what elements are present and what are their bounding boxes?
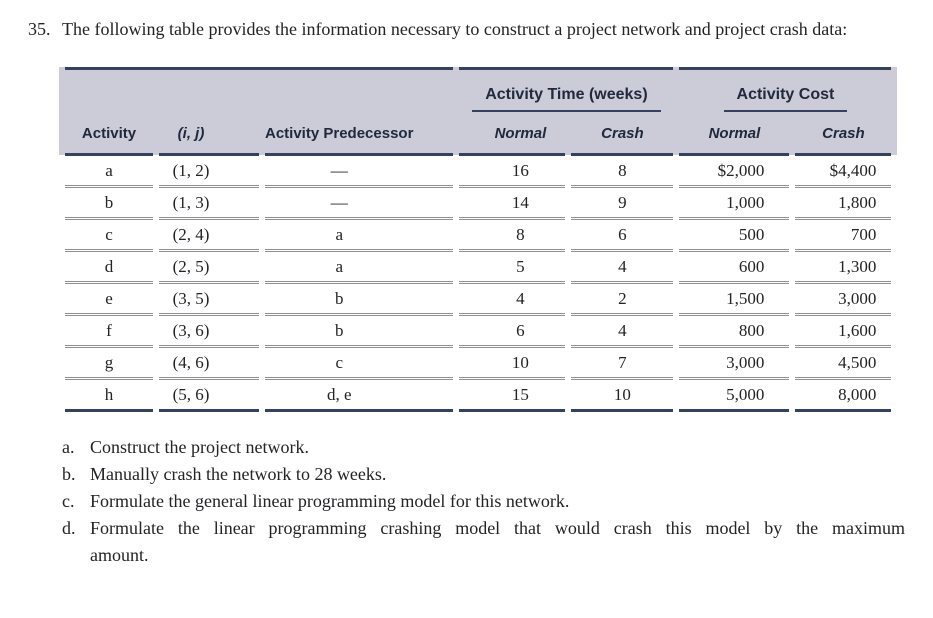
cell-cost-crash: 3,000 bbox=[795, 284, 892, 316]
cell-cost-normal: 600 bbox=[679, 252, 790, 284]
table-row: f (3, 6) b 6 4 800 1,600 bbox=[65, 316, 892, 348]
cell-ij: (3, 5) bbox=[159, 284, 259, 316]
cell-time-crash: 4 bbox=[571, 252, 674, 284]
cell-activity: h bbox=[65, 380, 153, 412]
cell-time-normal: 14 bbox=[459, 188, 566, 220]
table-body: a (1, 2) — 16 8 $2,000 $4,400 b (1, 3) —… bbox=[65, 156, 892, 412]
cell-ij: (4, 6) bbox=[159, 348, 259, 380]
question-text: Manually crash the network to 28 weeks. bbox=[90, 464, 387, 484]
cell-predecessor: b bbox=[265, 284, 454, 316]
group-header-activity-cost: Activity Cost bbox=[679, 67, 892, 112]
cell-activity: d bbox=[65, 252, 153, 284]
cell-time-crash: 8 bbox=[571, 156, 674, 188]
cell-activity: f bbox=[65, 316, 153, 348]
column-header-predecessor: Activity Predecessor bbox=[265, 112, 454, 156]
cell-activity: c bbox=[65, 220, 153, 252]
column-header-activity: Activity bbox=[65, 112, 153, 156]
cell-predecessor: — bbox=[265, 156, 454, 188]
cell-ij: (3, 6) bbox=[159, 316, 259, 348]
cell-time-crash: 6 bbox=[571, 220, 674, 252]
column-header-cost-normal: Normal bbox=[679, 112, 790, 156]
question-text: Formulate the general linear programming… bbox=[90, 491, 570, 511]
column-header-time-crash: Crash bbox=[571, 112, 674, 156]
question-d: d. Formulate the linear programming cras… bbox=[62, 515, 905, 569]
cell-predecessor: a bbox=[265, 220, 454, 252]
crash-data-table: Activity Time (weeks) Activity Cost Acti… bbox=[59, 67, 898, 412]
cell-time-crash: 4 bbox=[571, 316, 674, 348]
group-header-activity-cost-label: Activity Cost bbox=[723, 85, 848, 112]
cell-ij: (2, 5) bbox=[159, 252, 259, 284]
column-header-cost-crash: Crash bbox=[795, 112, 892, 156]
table-row: e (3, 5) b 4 2 1,500 3,000 bbox=[65, 284, 892, 316]
cell-ij: (2, 4) bbox=[159, 220, 259, 252]
cell-cost-crash: 8,000 bbox=[795, 380, 892, 412]
question-letter: c. bbox=[62, 491, 75, 511]
cell-cost-crash: 700 bbox=[795, 220, 892, 252]
cell-time-normal: 4 bbox=[459, 284, 566, 316]
question-list: a. Construct the project network. b. Man… bbox=[62, 434, 905, 569]
group-header-row: Activity Time (weeks) Activity Cost bbox=[65, 67, 892, 112]
question-a: a. Construct the project network. bbox=[62, 434, 905, 461]
cell-cost-normal: $2,000 bbox=[679, 156, 790, 188]
cell-cost-crash: 1,800 bbox=[795, 188, 892, 220]
question-letter: a. bbox=[62, 437, 75, 457]
group-header-activity-time: Activity Time (weeks) bbox=[459, 67, 674, 112]
question-b: b. Manually crash the network to 28 week… bbox=[62, 461, 905, 488]
cell-cost-normal: 1,500 bbox=[679, 284, 790, 316]
cell-time-normal: 10 bbox=[459, 348, 566, 380]
question-text: Construct the project network. bbox=[90, 437, 309, 457]
question-letter: b. bbox=[62, 464, 76, 484]
question-text: Formulate the linear programming crashin… bbox=[90, 518, 905, 565]
cell-activity: g bbox=[65, 348, 153, 380]
cell-cost-crash: 1,600 bbox=[795, 316, 892, 348]
cell-ij: (1, 2) bbox=[159, 156, 259, 188]
cell-predecessor: c bbox=[265, 348, 454, 380]
cell-ij: (1, 3) bbox=[159, 188, 259, 220]
cell-time-crash: 7 bbox=[571, 348, 674, 380]
question-letter: d. bbox=[62, 518, 76, 538]
cell-time-normal: 8 bbox=[459, 220, 566, 252]
cell-cost-crash: $4,400 bbox=[795, 156, 892, 188]
column-header-time-normal: Normal bbox=[459, 112, 566, 156]
problem-statement: 35. The following table provides the inf… bbox=[28, 16, 905, 43]
cell-activity: a bbox=[65, 156, 153, 188]
cell-cost-normal: 3,000 bbox=[679, 348, 790, 380]
problem-number: 35. bbox=[28, 19, 51, 39]
table-row: c (2, 4) a 8 6 500 700 bbox=[65, 220, 892, 252]
cell-predecessor: a bbox=[265, 252, 454, 284]
cell-activity: b bbox=[65, 188, 153, 220]
question-c: c. Formulate the general linear programm… bbox=[62, 488, 905, 515]
table-row: b (1, 3) — 14 9 1,000 1,800 bbox=[65, 188, 892, 220]
cell-cost-normal: 5,000 bbox=[679, 380, 790, 412]
table-row: g (4, 6) c 10 7 3,000 4,500 bbox=[65, 348, 892, 380]
cell-cost-normal: 800 bbox=[679, 316, 790, 348]
cell-predecessor: b bbox=[265, 316, 454, 348]
table-row: d (2, 5) a 5 4 600 1,300 bbox=[65, 252, 892, 284]
column-header-ij: (i, j) bbox=[159, 112, 259, 156]
cell-cost-crash: 1,300 bbox=[795, 252, 892, 284]
cell-time-normal: 15 bbox=[459, 380, 566, 412]
group-header-activity-time-label: Activity Time (weeks) bbox=[472, 85, 661, 112]
cell-time-crash: 10 bbox=[571, 380, 674, 412]
table-row: h (5, 6) d, e 15 10 5,000 8,000 bbox=[65, 380, 892, 412]
problem-text: The following table provides the informa… bbox=[62, 19, 848, 39]
cell-ij: (5, 6) bbox=[159, 380, 259, 412]
table-row: a (1, 2) — 16 8 $2,000 $4,400 bbox=[65, 156, 892, 188]
column-header-row: Activity (i, j) Activity Predecessor Nor… bbox=[65, 112, 892, 156]
cell-cost-crash: 4,500 bbox=[795, 348, 892, 380]
table-header: Activity Time (weeks) Activity Cost Acti… bbox=[65, 67, 892, 156]
cell-cost-normal: 1,000 bbox=[679, 188, 790, 220]
cell-predecessor: d, e bbox=[265, 380, 454, 412]
textbook-page: 35. The following table provides the inf… bbox=[0, 16, 933, 618]
group-header-spacer bbox=[65, 67, 454, 112]
cell-predecessor: — bbox=[265, 188, 454, 220]
cell-activity: e bbox=[65, 284, 153, 316]
cell-cost-normal: 500 bbox=[679, 220, 790, 252]
cell-time-crash: 9 bbox=[571, 188, 674, 220]
cell-time-normal: 6 bbox=[459, 316, 566, 348]
cell-time-crash: 2 bbox=[571, 284, 674, 316]
cell-time-normal: 16 bbox=[459, 156, 566, 188]
cell-time-normal: 5 bbox=[459, 252, 566, 284]
